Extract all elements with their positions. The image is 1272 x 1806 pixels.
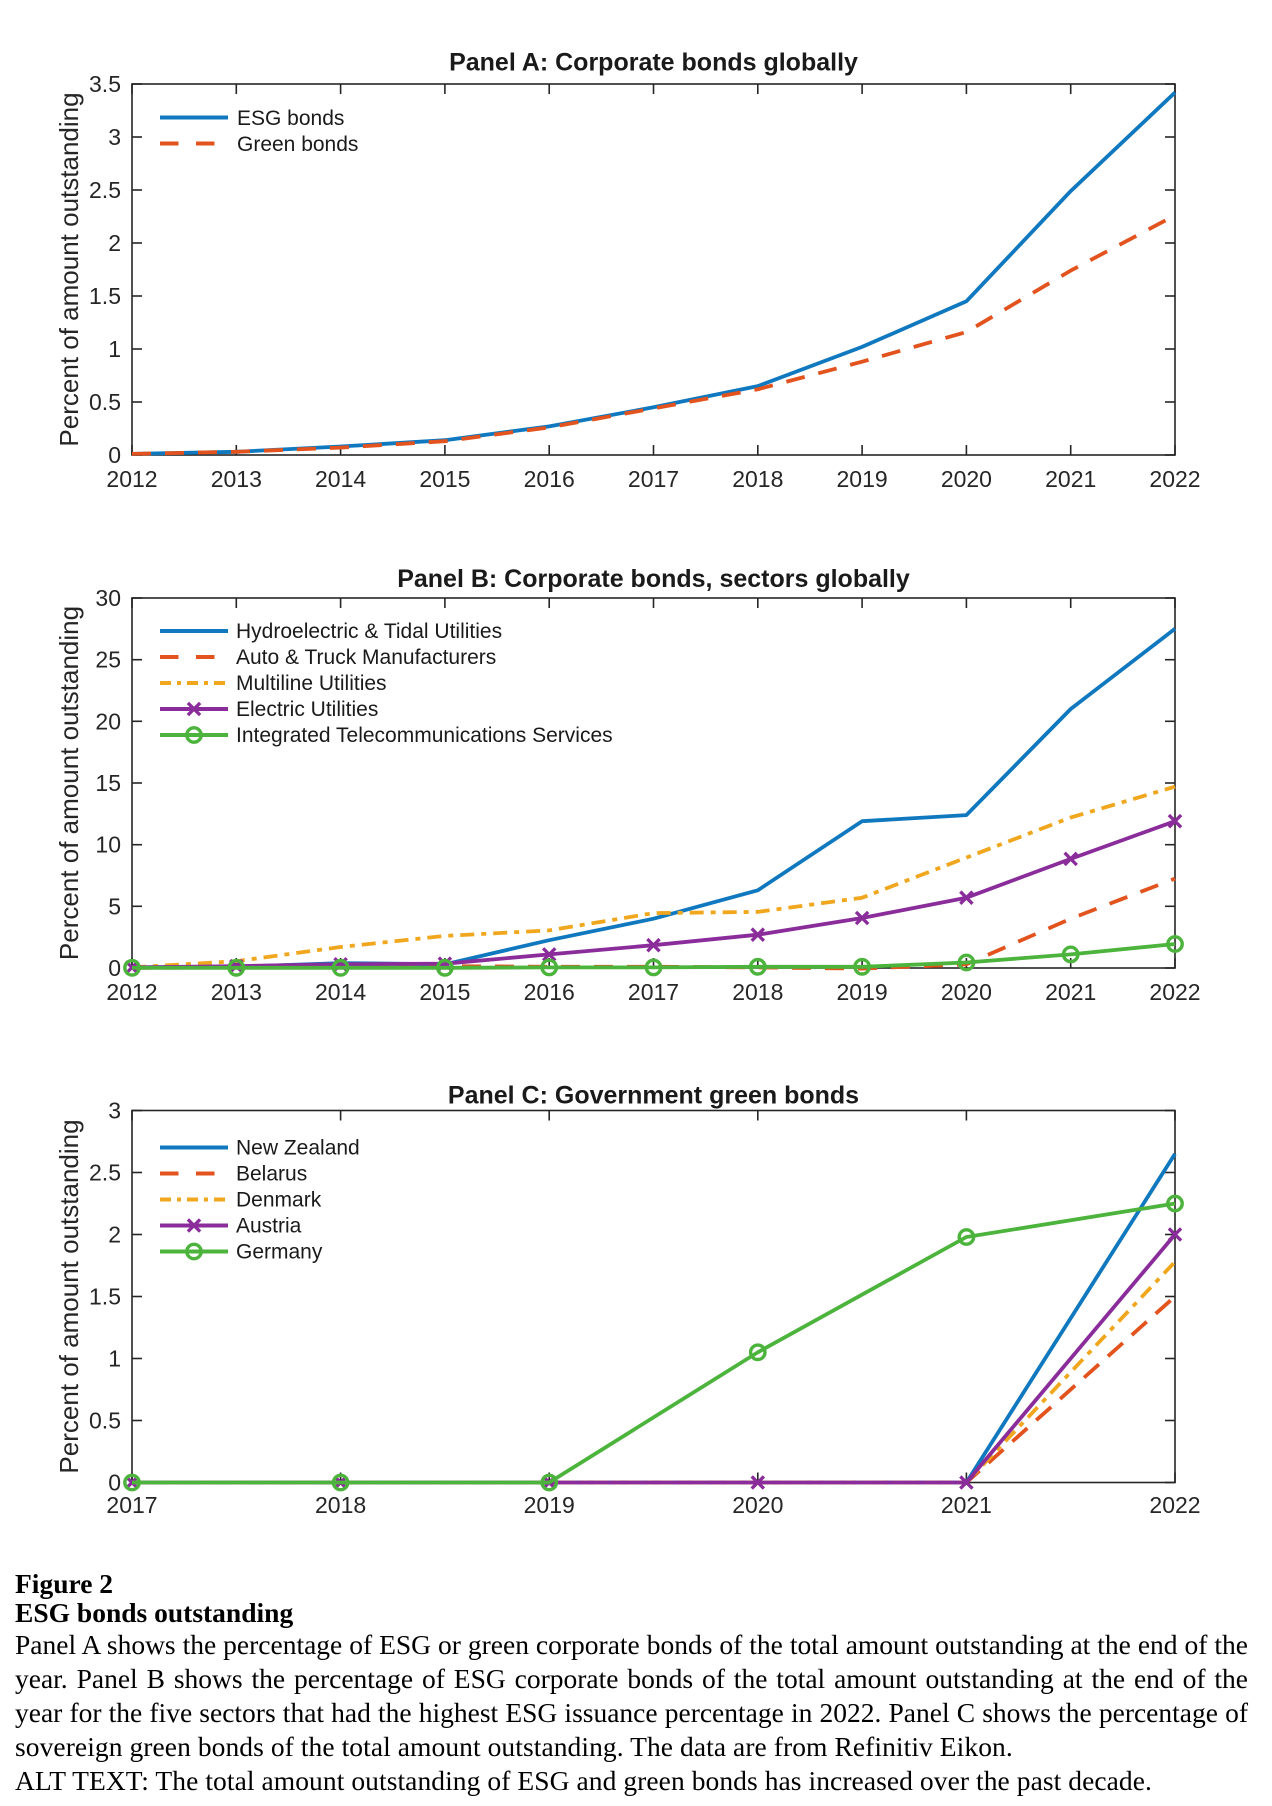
- svg-text:10: 10: [95, 832, 121, 858]
- svg-text:2020: 2020: [941, 979, 992, 1005]
- svg-text:2012: 2012: [106, 466, 157, 492]
- svg-text:2017: 2017: [628, 466, 679, 492]
- svg-text:2.5: 2.5: [89, 1160, 121, 1186]
- svg-text:Germany: Germany: [236, 1241, 323, 1264]
- svg-text:0: 0: [108, 442, 121, 468]
- svg-text:2018: 2018: [315, 1492, 366, 1518]
- svg-text:Green bonds: Green bonds: [237, 133, 358, 156]
- svg-text:2022: 2022: [1149, 466, 1200, 492]
- svg-text:2015: 2015: [419, 979, 470, 1005]
- svg-text:2013: 2013: [211, 979, 262, 1005]
- svg-text:Denmark: Denmark: [236, 1189, 322, 1212]
- svg-text:Integrated Telecommunications: Integrated Telecommunications Services: [236, 724, 613, 747]
- svg-text:2021: 2021: [941, 1492, 992, 1518]
- svg-text:2019: 2019: [837, 466, 888, 492]
- svg-text:Austria: Austria: [236, 1215, 302, 1238]
- svg-text:Belarus: Belarus: [236, 1163, 307, 1186]
- svg-text:2021: 2021: [1045, 979, 1096, 1005]
- svg-text:2: 2: [108, 230, 121, 256]
- svg-text:Percent of amount outstanding: Percent of amount outstanding: [54, 92, 84, 446]
- svg-text:2018: 2018: [732, 466, 783, 492]
- svg-text:2020: 2020: [941, 466, 992, 492]
- svg-text:2017: 2017: [106, 1492, 157, 1518]
- svg-text:2022: 2022: [1149, 979, 1200, 1005]
- svg-text:New Zealand: New Zealand: [236, 1137, 360, 1160]
- svg-text:Percent of amount outstanding: Percent of amount outstanding: [54, 1119, 84, 1473]
- svg-text:2016: 2016: [524, 466, 575, 492]
- svg-text:0: 0: [108, 1470, 121, 1496]
- svg-text:2020: 2020: [732, 1492, 783, 1518]
- svg-text:2017: 2017: [628, 979, 679, 1005]
- svg-text:5: 5: [108, 893, 121, 919]
- svg-text:2014: 2014: [315, 466, 366, 492]
- svg-text:Hydroelectric & Tidal Utilitie: Hydroelectric & Tidal Utilities: [236, 620, 502, 643]
- svg-text:Panel C: Government green bond: Panel C: Government green bonds: [448, 1082, 859, 1110]
- svg-text:ESG bonds: ESG bonds: [237, 107, 344, 130]
- svg-text:3: 3: [108, 1098, 121, 1124]
- svg-text:Panel B: Corporate bonds, sect: Panel B: Corporate bonds, sectors global…: [397, 565, 910, 593]
- svg-text:2019: 2019: [837, 979, 888, 1005]
- svg-text:2.5: 2.5: [89, 177, 121, 203]
- svg-text:2: 2: [108, 1222, 121, 1248]
- svg-text:1: 1: [108, 1346, 121, 1372]
- svg-text:Multiline Utilities: Multiline Utilities: [236, 672, 387, 695]
- svg-text:3: 3: [108, 124, 121, 150]
- svg-text:2022: 2022: [1149, 1492, 1200, 1518]
- svg-text:30: 30: [95, 585, 121, 611]
- svg-text:2021: 2021: [1045, 466, 1096, 492]
- svg-text:2018: 2018: [732, 979, 783, 1005]
- svg-text:25: 25: [95, 647, 121, 673]
- svg-text:1.5: 1.5: [89, 283, 121, 309]
- svg-text:1.5: 1.5: [89, 1284, 121, 1310]
- svg-text:2016: 2016: [524, 979, 575, 1005]
- svg-text:0.5: 0.5: [89, 389, 121, 415]
- svg-text:Percent of amount outstanding: Percent of amount outstanding: [54, 606, 84, 960]
- svg-text:2015: 2015: [419, 466, 470, 492]
- svg-text:15: 15: [95, 770, 121, 796]
- svg-text:Auto & Truck Manufacturers: Auto & Truck Manufacturers: [236, 646, 496, 669]
- svg-text:20: 20: [95, 708, 121, 734]
- svg-text:2019: 2019: [524, 1492, 575, 1518]
- svg-text:1: 1: [108, 336, 121, 362]
- svg-text:2012: 2012: [106, 979, 157, 1005]
- svg-text:2014: 2014: [315, 979, 366, 1005]
- svg-text:0: 0: [108, 955, 121, 981]
- svg-text:2013: 2013: [211, 466, 262, 492]
- svg-text:Panel A: Corporate bonds globa: Panel A: Corporate bonds globally: [449, 49, 858, 77]
- svg-text:Electric Utilities: Electric Utilities: [236, 698, 378, 721]
- svg-text:3.5: 3.5: [89, 71, 121, 97]
- svg-text:0.5: 0.5: [89, 1408, 121, 1434]
